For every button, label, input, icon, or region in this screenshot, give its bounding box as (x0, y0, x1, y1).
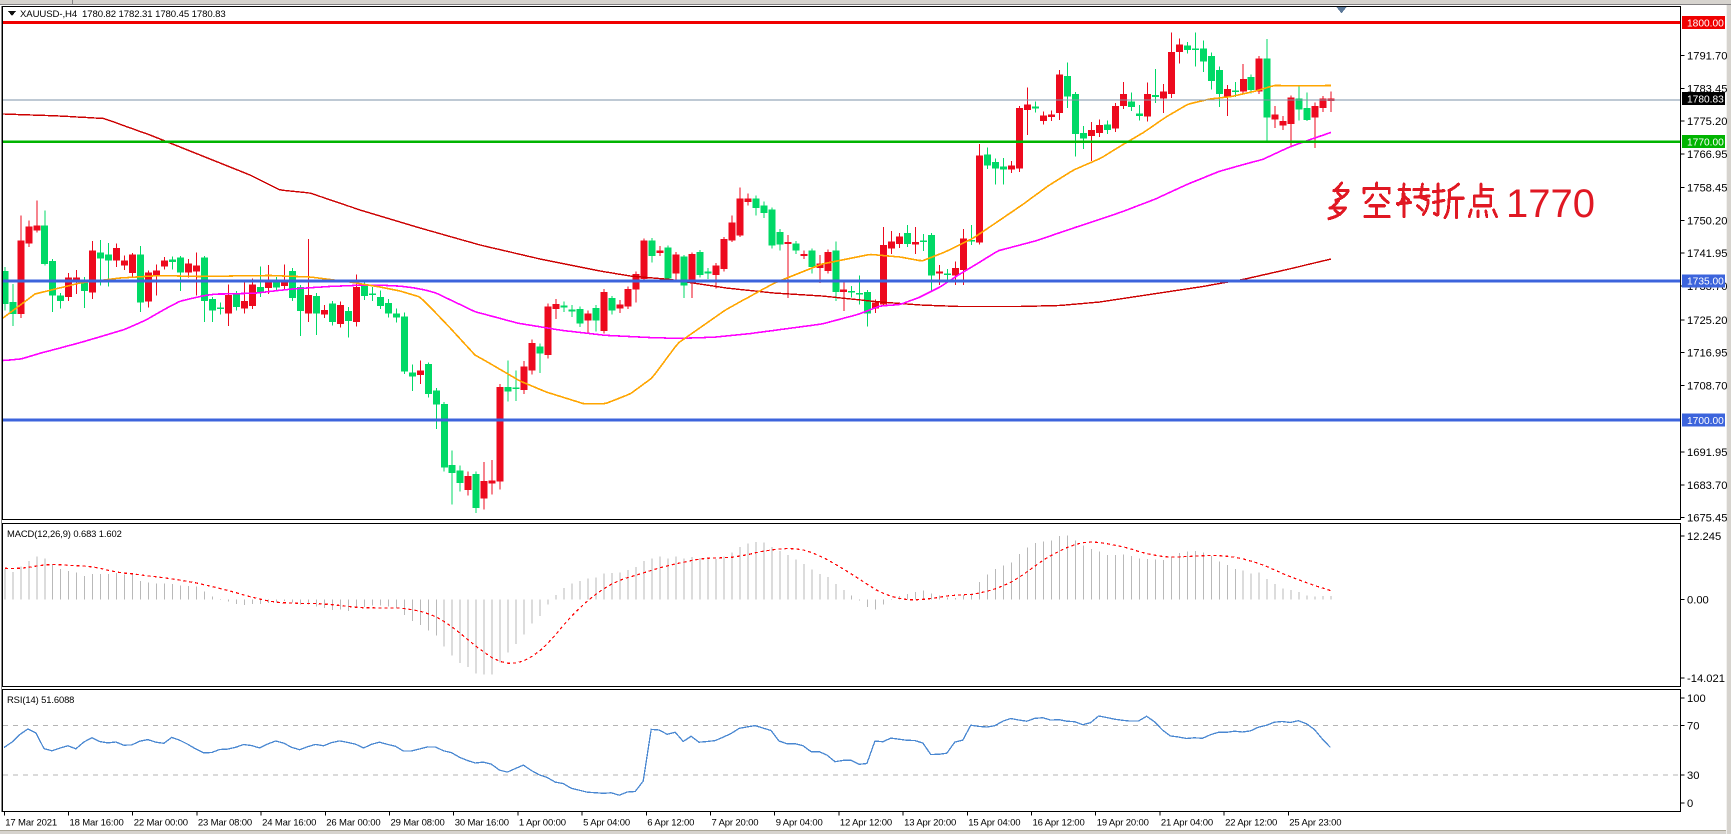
svg-text:21 Apr 04:00: 21 Apr 04:00 (1161, 818, 1213, 829)
svg-text:23 Mar 08:00: 23 Mar 08:00 (198, 818, 252, 829)
svg-text:1716.95: 1716.95 (1687, 348, 1727, 360)
svg-text:13 Apr 20:00: 13 Apr 20:00 (904, 818, 956, 829)
svg-text:16 Apr 12:00: 16 Apr 12:00 (1033, 818, 1085, 829)
svg-text:1691.95: 1691.95 (1687, 447, 1727, 459)
svg-text:30: 30 (1687, 770, 1699, 782)
svg-text:0: 0 (1687, 798, 1693, 810)
svg-text:5 Apr 04:00: 5 Apr 04:00 (583, 818, 630, 829)
svg-text:0.00: 0.00 (1687, 595, 1709, 607)
svg-text:26 Mar 00:00: 26 Mar 00:00 (326, 818, 380, 829)
svg-text:1675.45: 1675.45 (1687, 513, 1727, 525)
svg-text:1735.00: 1735.00 (1687, 277, 1724, 288)
svg-text:22 Mar 00:00: 22 Mar 00:00 (134, 818, 188, 829)
svg-text:1741.95: 1741.95 (1687, 248, 1727, 260)
svg-text:1780.83: 1780.83 (1687, 95, 1724, 106)
svg-text:7 Apr 20:00: 7 Apr 20:00 (712, 818, 759, 829)
svg-text:1800.00: 1800.00 (1687, 18, 1724, 29)
svg-text:19 Apr 20:00: 19 Apr 20:00 (1097, 818, 1149, 829)
svg-text:1775.20: 1775.20 (1687, 116, 1727, 128)
svg-text:1700.00: 1700.00 (1687, 416, 1724, 427)
svg-text:-14.021: -14.021 (1687, 673, 1725, 685)
svg-text:25 Apr 23:00: 25 Apr 23:00 (1289, 818, 1341, 829)
svg-text:1766.95: 1766.95 (1687, 149, 1727, 161)
svg-text:18 Mar 16:00: 18 Mar 16:00 (70, 818, 124, 829)
svg-text:1750.20: 1750.20 (1687, 216, 1727, 228)
svg-text:12.245: 12.245 (1687, 531, 1721, 543)
svg-text:1683.70: 1683.70 (1687, 480, 1727, 492)
svg-text:1 Apr 00:00: 1 Apr 00:00 (519, 818, 566, 829)
svg-text:1758.45: 1758.45 (1687, 183, 1727, 195)
svg-text:1791.70: 1791.70 (1687, 51, 1727, 63)
svg-text:1780.82 1782.31 1780.45 1780.8: 1780.82 1782.31 1780.45 1780.83 (82, 9, 226, 20)
svg-text:15 Apr 04:00: 15 Apr 04:00 (968, 818, 1020, 829)
svg-text:100: 100 (1687, 693, 1706, 705)
svg-text:70: 70 (1687, 721, 1699, 733)
svg-text:1770.00: 1770.00 (1687, 138, 1724, 149)
svg-text:24 Mar 16:00: 24 Mar 16:00 (262, 818, 316, 829)
svg-text:17 Mar 2021: 17 Mar 2021 (5, 818, 57, 829)
svg-text:1770: 1770 (1506, 182, 1595, 226)
svg-text:MACD(12,26,9) 0.683 1.602: MACD(12,26,9) 0.683 1.602 (7, 528, 122, 539)
svg-text:1725.20: 1725.20 (1687, 315, 1727, 327)
svg-text:XAUUSD-,H4: XAUUSD-,H4 (20, 9, 78, 20)
svg-text:RSI(14) 51.6088: RSI(14) 51.6088 (7, 694, 74, 705)
svg-text:1708.70: 1708.70 (1687, 380, 1727, 392)
svg-text:12 Apr 12:00: 12 Apr 12:00 (840, 818, 892, 829)
svg-text:30 Mar 16:00: 30 Mar 16:00 (455, 818, 509, 829)
svg-text:9 Apr 04:00: 9 Apr 04:00 (776, 818, 823, 829)
svg-text:22 Apr 12:00: 22 Apr 12:00 (1225, 818, 1277, 829)
svg-text:6 Apr 12:00: 6 Apr 12:00 (647, 818, 694, 829)
svg-text:29 Mar 08:00: 29 Mar 08:00 (391, 818, 445, 829)
